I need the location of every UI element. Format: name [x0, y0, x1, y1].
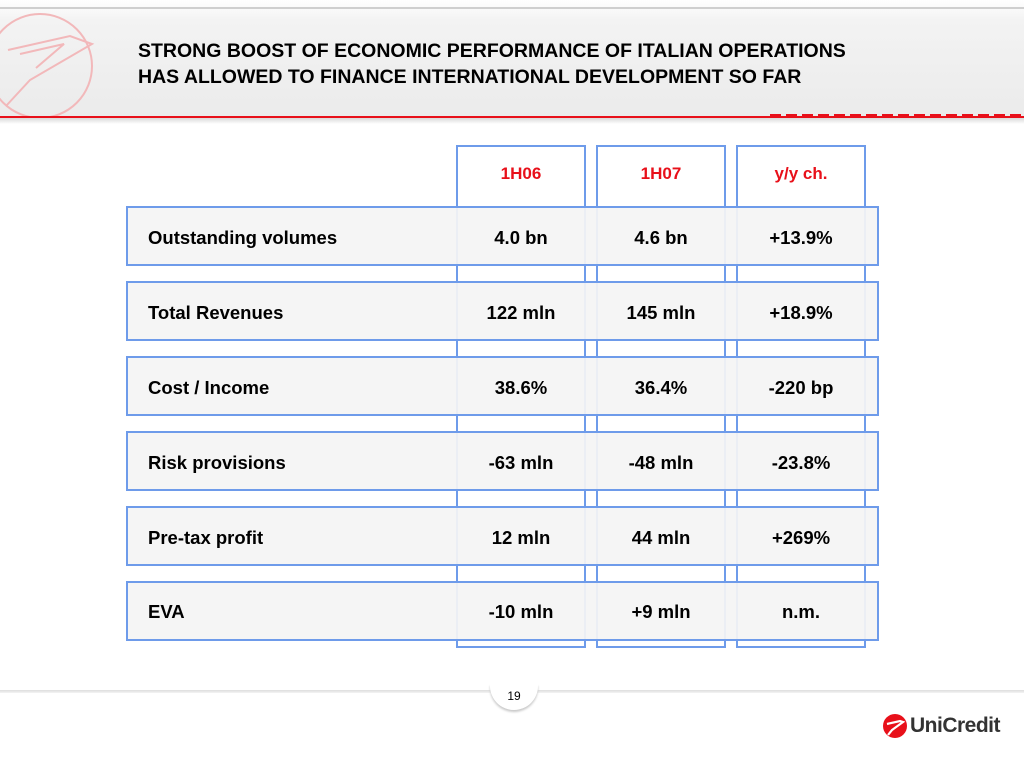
column-header-1h06: 1H06 — [500, 164, 542, 183]
table-row — [126, 281, 879, 341]
cell-1h06: 4.0 bn — [494, 227, 548, 248]
slide-title: STRONG BOOST OF ECONOMIC PERFORMANCE OF … — [138, 38, 1018, 90]
cell-yy-change: +13.9% — [769, 227, 833, 248]
table-row — [126, 431, 879, 491]
cell-1h07: +9 mln — [631, 601, 691, 622]
unicredit-arrow-watermark-icon — [0, 13, 95, 118]
column-header-yy-change: y/y ch. — [774, 164, 828, 183]
row-label: EVA — [148, 601, 185, 622]
brand-logo: UniCredit — [882, 712, 1001, 740]
cell-yy-change: +18.9% — [769, 302, 833, 323]
cell-1h06: -10 mln — [488, 601, 554, 622]
cell-yy-change: -23.8% — [771, 452, 831, 473]
cell-1h06: 38.6% — [494, 377, 548, 398]
title-line-1: STRONG BOOST OF ECONOMIC PERFORMANCE OF … — [138, 40, 846, 62]
cell-yy-change: +269% — [771, 527, 831, 548]
cell-1h07: 145 mln — [626, 302, 696, 323]
brand-name: UniCredit — [910, 714, 1001, 737]
header-red-dashes — [770, 114, 1024, 120]
unicredit-logo-icon — [883, 714, 907, 738]
cell-1h07: 36.4% — [634, 377, 688, 398]
table-row — [126, 506, 879, 566]
row-label: Risk provisions — [148, 452, 286, 473]
row-label: Total Revenues — [148, 302, 284, 323]
header-shadow — [0, 118, 1024, 124]
table-row — [126, 356, 879, 416]
cell-1h06: -63 mln — [488, 452, 554, 473]
cell-1h06: 122 mln — [486, 302, 556, 323]
row-label: Pre-tax profit — [148, 527, 264, 548]
cell-yy-change: n.m. — [781, 601, 821, 622]
column-header-1h07: 1H07 — [640, 164, 682, 183]
header-red-rule — [0, 116, 1024, 118]
title-line-2: HAS ALLOWED TO FINANCE INTERNATIONAL DEV… — [138, 66, 802, 88]
cell-1h07: 44 mln — [631, 527, 691, 548]
row-label: Outstanding volumes — [148, 227, 338, 248]
cell-1h06: 12 mln — [491, 527, 551, 548]
table-row — [126, 206, 879, 266]
table-row — [126, 581, 879, 641]
cell-1h07: -48 mln — [628, 452, 694, 473]
cell-yy-change: -220 bp — [768, 377, 834, 398]
page-number: 19 — [507, 689, 521, 703]
slide-header — [0, 0, 1024, 118]
header-top-border — [0, 7, 1024, 9]
row-label: Cost / Income — [148, 377, 270, 398]
cell-1h07: 4.6 bn — [634, 227, 688, 248]
